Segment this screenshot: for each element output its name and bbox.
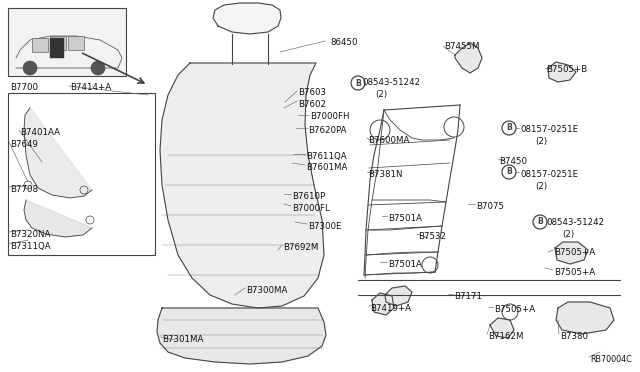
Text: RB70004C: RB70004C xyxy=(590,355,632,364)
Text: B7700: B7700 xyxy=(10,83,38,92)
Polygon shape xyxy=(213,3,281,34)
Text: B: B xyxy=(537,218,543,227)
Circle shape xyxy=(502,165,516,179)
Polygon shape xyxy=(385,286,412,306)
Text: B7380: B7380 xyxy=(560,332,588,341)
Circle shape xyxy=(502,121,516,135)
Text: B7381N: B7381N xyxy=(368,170,403,179)
Text: B7601MA: B7601MA xyxy=(306,163,348,172)
Polygon shape xyxy=(372,293,394,315)
Text: B7505+A: B7505+A xyxy=(554,268,595,277)
Text: B7075: B7075 xyxy=(476,202,504,211)
Text: B7611QA: B7611QA xyxy=(306,152,347,161)
Polygon shape xyxy=(157,308,326,364)
Polygon shape xyxy=(24,108,92,198)
Text: 86450: 86450 xyxy=(330,38,358,47)
Text: B7505+A: B7505+A xyxy=(494,305,535,314)
Bar xyxy=(50,38,64,58)
Polygon shape xyxy=(24,200,92,237)
Text: B7610P: B7610P xyxy=(292,192,325,201)
Text: 08157-0251E: 08157-0251E xyxy=(520,125,578,134)
Text: B7419+A: B7419+A xyxy=(370,304,411,313)
Text: B7000FH: B7000FH xyxy=(310,112,349,121)
Text: B7162M: B7162M xyxy=(488,332,524,341)
Text: (2): (2) xyxy=(375,90,387,99)
Text: B: B xyxy=(506,124,512,132)
Text: B7620PA: B7620PA xyxy=(308,126,346,135)
Text: 08543-51242: 08543-51242 xyxy=(546,218,604,227)
Text: B7301MA: B7301MA xyxy=(162,335,204,344)
Text: B7692M: B7692M xyxy=(283,243,318,252)
Bar xyxy=(8,8,126,76)
Text: B7300E: B7300E xyxy=(308,222,342,231)
Text: B7311QA: B7311QA xyxy=(10,242,51,251)
Text: (2): (2) xyxy=(535,182,547,191)
Text: B7171: B7171 xyxy=(454,292,482,301)
Text: B7000FL: B7000FL xyxy=(292,204,330,213)
Text: B7300MA: B7300MA xyxy=(246,286,287,295)
Polygon shape xyxy=(490,318,514,338)
Polygon shape xyxy=(455,43,482,73)
Polygon shape xyxy=(160,63,324,308)
Text: B: B xyxy=(506,167,512,176)
Circle shape xyxy=(533,215,547,229)
Text: B7708: B7708 xyxy=(10,185,38,194)
Text: B7450: B7450 xyxy=(499,157,527,166)
Text: B7505+A: B7505+A xyxy=(554,248,595,257)
Polygon shape xyxy=(556,302,614,334)
Text: B7603: B7603 xyxy=(298,88,326,97)
Text: B7414+A: B7414+A xyxy=(70,83,111,92)
Text: B7501A: B7501A xyxy=(388,260,422,269)
Text: B7505+B: B7505+B xyxy=(546,65,588,74)
Text: 08157-0251E: 08157-0251E xyxy=(520,170,578,179)
Text: B7649: B7649 xyxy=(10,140,38,149)
Bar xyxy=(50,36,66,50)
Circle shape xyxy=(23,61,37,75)
Circle shape xyxy=(351,76,365,90)
Text: 08543-51242: 08543-51242 xyxy=(362,78,420,87)
Circle shape xyxy=(91,61,105,75)
Text: (2): (2) xyxy=(562,230,574,239)
Bar xyxy=(68,36,84,50)
Text: B7320NA: B7320NA xyxy=(10,230,51,239)
Polygon shape xyxy=(548,62,576,82)
Text: (2): (2) xyxy=(535,137,547,146)
Text: B7401AA: B7401AA xyxy=(20,128,60,137)
Text: B7532: B7532 xyxy=(418,232,446,241)
Polygon shape xyxy=(555,242,588,264)
Text: B7602: B7602 xyxy=(298,100,326,109)
Text: B7455M: B7455M xyxy=(444,42,479,51)
Text: B7501A: B7501A xyxy=(388,214,422,223)
Text: B: B xyxy=(355,78,361,87)
Bar xyxy=(32,38,48,52)
Bar xyxy=(8,93,155,255)
Text: B7600MA: B7600MA xyxy=(368,136,410,145)
